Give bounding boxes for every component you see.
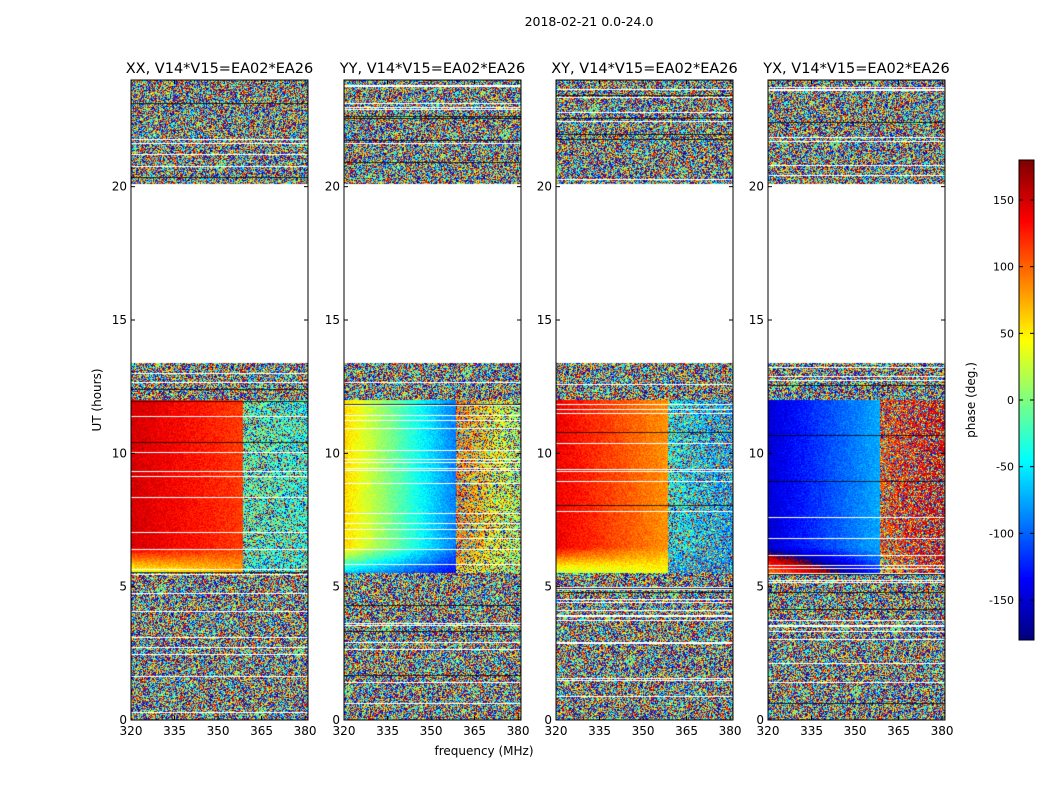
colorbar: -150 -100 -50 0 50 100 150 phase (deg.) <box>964 159 1035 641</box>
y-tick-label: 5 <box>119 580 127 594</box>
y-tick-label: 5 <box>332 580 340 594</box>
x-tick-label: 335 <box>588 724 611 738</box>
x-tick-label: 380 <box>719 724 742 738</box>
panels: XX, V14*V15=EA02*EA26 320 335 350 365 380 0 5 10… <box>112 61 954 738</box>
x-tick-label: 365 <box>887 724 910 738</box>
colorbar-tick-label: 100 <box>993 261 1014 274</box>
colorbar-tick-label: -150 <box>989 594 1014 607</box>
phase-heatmap <box>131 80 308 720</box>
phase-heatmap <box>556 80 733 720</box>
panel-title: XX, V14*V15=EA02*EA26 <box>126 61 314 77</box>
phase-heatmap <box>768 80 945 720</box>
suptitle: 2018-02-21 0.0-24.0 <box>525 14 654 29</box>
colorbar-tick-label: 150 <box>993 194 1014 207</box>
y-tick-label: 0 <box>544 713 552 727</box>
panel-1: XX, V14*V15=EA02*EA26 320 335 350 365 380 0 5 10… <box>112 61 317 738</box>
axes-frame <box>343 79 522 721</box>
x-tick-label: 365 <box>250 724 273 738</box>
colorbar-tick-label: 0 <box>1007 394 1014 407</box>
x-tick-label: 350 <box>420 724 443 738</box>
colorbar-tick-label: 50 <box>1000 327 1014 340</box>
axes-frame <box>767 79 946 721</box>
panel-title: XY, V14*V15=EA02*EA26 <box>551 61 737 77</box>
x-tick-label: 380 <box>931 724 954 738</box>
y-tick-label: 20 <box>749 180 764 194</box>
x-tick-label: 350 <box>632 724 655 738</box>
colorbar-label: phase (deg.) <box>964 362 978 438</box>
x-tick-label: 350 <box>207 724 230 738</box>
phase-heatmap <box>344 80 521 720</box>
y-tick-label: 15 <box>325 313 340 327</box>
colorbar-tick-label: -50 <box>996 461 1014 474</box>
axes-frame <box>130 79 309 721</box>
x-tick-label: 320 <box>120 724 143 738</box>
panel-title: YX, V14*V15=EA02*EA26 <box>762 61 949 77</box>
x-tick-label: 320 <box>545 724 568 738</box>
x-axis-label: frequency (MHz) <box>434 744 533 758</box>
x-tick-label: 320 <box>333 724 356 738</box>
y-tick-label: 0 <box>332 713 340 727</box>
y-axis-label: UT (hours) <box>90 368 104 431</box>
y-tick-label: 15 <box>537 313 552 327</box>
x-tick-label: 380 <box>294 724 317 738</box>
y-tick-label: 20 <box>325 180 340 194</box>
axis-labels: frequency (MHz) UT (hours) <box>90 368 534 758</box>
y-tick-label: 15 <box>112 313 127 327</box>
panel-2: YY, V14*V15=EA02*EA26 320 335 350 365 380 0 5 10… <box>325 61 530 738</box>
colorbar-tick-label: -100 <box>989 527 1014 540</box>
x-tick-label: 335 <box>163 724 186 738</box>
y-tick-label: 15 <box>749 313 764 327</box>
x-tick-label: 335 <box>376 724 399 738</box>
y-tick-label: 0 <box>119 713 127 727</box>
y-tick-label: 20 <box>112 180 127 194</box>
y-tick-label: 10 <box>112 446 127 460</box>
panel-title: YY, V14*V15=EA02*EA26 <box>339 61 525 77</box>
y-tick-label: 10 <box>325 446 340 460</box>
axes-frame <box>555 79 734 721</box>
y-tick-label: 5 <box>756 580 764 594</box>
y-tick-label: 20 <box>537 180 552 194</box>
x-tick-label: 365 <box>675 724 698 738</box>
x-tick-label: 365 <box>463 724 486 738</box>
x-tick-label: 320 <box>757 724 780 738</box>
x-tick-label: 380 <box>507 724 530 738</box>
y-tick-label: 5 <box>544 580 552 594</box>
x-tick-label: 350 <box>844 724 867 738</box>
colorbar-gradient <box>1019 160 1034 640</box>
y-tick-label: 10 <box>749 446 764 460</box>
y-tick-label: 0 <box>756 713 764 727</box>
panel-3: XY, V14*V15=EA02*EA26 320 335 350 365 380 0 5 10… <box>537 61 742 738</box>
y-tick-label: 10 <box>537 446 552 460</box>
x-tick-label: 335 <box>800 724 823 738</box>
panel-4: YX, V14*V15=EA02*EA26 320 335 350 365 380 0 5 10… <box>749 61 954 738</box>
